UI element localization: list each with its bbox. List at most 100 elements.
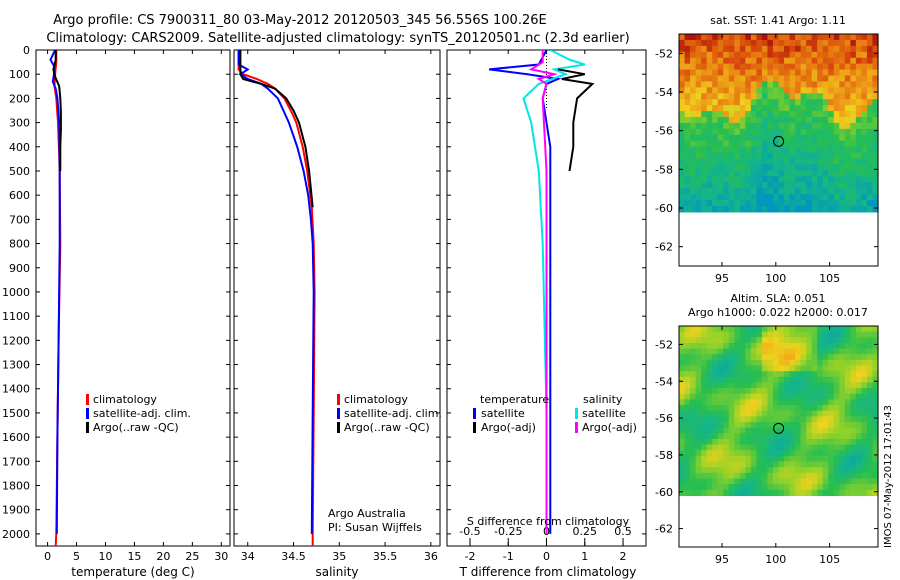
map-cell xyxy=(750,45,757,53)
map-cell xyxy=(701,170,708,177)
map-cell xyxy=(745,478,752,485)
map-cell xyxy=(750,365,757,372)
map-cell xyxy=(811,164,818,171)
map-cell xyxy=(817,158,824,166)
map-cell xyxy=(778,105,785,112)
map-cell xyxy=(822,140,829,148)
map-cell xyxy=(795,438,802,446)
map-cell xyxy=(767,348,774,355)
map-cell xyxy=(778,365,785,372)
map-cell xyxy=(761,34,769,41)
map-cell xyxy=(784,57,791,65)
map-cell xyxy=(734,371,741,378)
map-cell xyxy=(695,405,702,412)
map-cell xyxy=(728,433,735,440)
map-cell xyxy=(734,122,741,130)
map-cell xyxy=(679,433,686,440)
map-cell xyxy=(800,326,807,333)
map-cell xyxy=(778,99,785,106)
map-cell xyxy=(861,117,868,124)
map-cell xyxy=(723,45,730,53)
map-cell xyxy=(844,438,851,446)
map-cell xyxy=(861,158,868,166)
map-cell xyxy=(712,359,719,367)
map-cell xyxy=(839,146,846,154)
map-cell xyxy=(684,399,691,406)
map-cell xyxy=(756,39,763,47)
lon-tick-label: 105 xyxy=(819,553,840,566)
map-cell xyxy=(795,393,802,401)
map-cell xyxy=(866,455,874,463)
map-cell xyxy=(761,63,769,71)
map-cell xyxy=(811,478,818,485)
map-cell xyxy=(789,399,796,406)
map-cell xyxy=(734,433,741,440)
map-cell xyxy=(750,63,757,71)
map-cell xyxy=(690,422,697,429)
map-cell xyxy=(806,105,813,112)
map-cell xyxy=(789,365,796,372)
map-cell xyxy=(734,331,741,338)
map-cell xyxy=(761,146,769,154)
map-cell xyxy=(756,69,763,77)
map-cell xyxy=(728,326,735,333)
map-cell xyxy=(811,461,818,468)
map-cell xyxy=(844,122,851,130)
map-cell xyxy=(822,146,829,154)
map-cell xyxy=(811,158,818,166)
map-cell xyxy=(806,342,813,350)
map-cell xyxy=(679,365,686,372)
map-cell xyxy=(833,146,840,154)
map-cell xyxy=(789,337,796,344)
lat-tick-label: -52 xyxy=(655,47,673,60)
map-cell xyxy=(784,427,791,434)
map-cell xyxy=(745,450,752,457)
map-cell xyxy=(872,484,879,491)
legend-swatch-argo xyxy=(86,422,89,433)
map-cell xyxy=(828,200,835,207)
map-cell xyxy=(806,467,813,474)
map-cell xyxy=(717,388,724,395)
map-cell xyxy=(789,105,796,112)
map-cell xyxy=(811,81,818,88)
map-cell xyxy=(866,376,874,384)
map-cell xyxy=(745,122,752,130)
map-cell xyxy=(701,99,708,106)
map-cell xyxy=(750,478,757,485)
map-cell xyxy=(806,81,813,88)
map-cell xyxy=(723,93,730,100)
map-cell xyxy=(795,188,802,195)
map-cell xyxy=(839,365,846,372)
map-cell xyxy=(690,152,697,160)
map-cell xyxy=(872,399,879,406)
map-cell xyxy=(800,63,807,71)
map-cell xyxy=(706,200,713,207)
map-cell xyxy=(701,158,708,166)
map-cell xyxy=(778,422,785,429)
map-cell xyxy=(728,478,735,485)
map-cell xyxy=(839,39,846,47)
map-cell xyxy=(855,342,863,350)
map-cell xyxy=(855,399,863,406)
map-cell xyxy=(739,444,746,451)
map-cell xyxy=(817,416,824,423)
map-cell xyxy=(767,433,774,440)
map-cell xyxy=(717,461,724,468)
map-cell xyxy=(684,348,691,355)
map-cell xyxy=(772,331,780,338)
map-cell xyxy=(855,128,863,136)
map-cell xyxy=(817,87,824,94)
map-cell xyxy=(822,405,829,412)
map-cell xyxy=(855,354,863,361)
map-cell xyxy=(717,438,724,446)
map-cell xyxy=(861,489,868,497)
map-cell xyxy=(806,152,813,160)
map-cell xyxy=(789,427,796,434)
map-cell xyxy=(772,433,780,440)
map-cell xyxy=(750,489,757,497)
map-cell xyxy=(855,348,863,355)
map-cell xyxy=(761,81,769,88)
map-cell xyxy=(778,393,785,401)
x-tick-label: 35.5 xyxy=(373,550,398,563)
map-cell xyxy=(839,105,846,112)
